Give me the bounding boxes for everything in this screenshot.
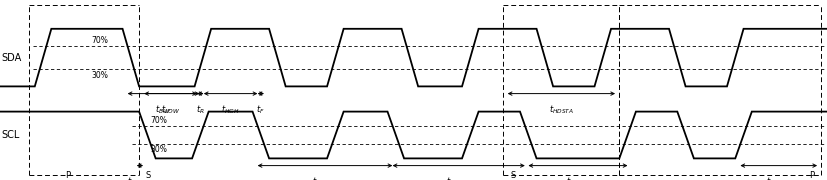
Text: $t_{HGH}$: $t_{HGH}$	[221, 103, 240, 116]
Text: 30%: 30%	[91, 71, 108, 80]
Text: $t_F$: $t_F$	[256, 103, 265, 116]
Text: S: S	[509, 171, 514, 180]
Text: $t_{SUDAT}$: $t_{SUDAT}$	[445, 176, 471, 180]
Text: $t_{BUF}$: $t_{BUF}$	[155, 103, 172, 116]
Text: S: S	[146, 171, 151, 180]
Text: P: P	[65, 171, 69, 180]
Text: $t_{LOW}$: $t_{LOW}$	[160, 103, 180, 116]
Text: 70%: 70%	[151, 116, 167, 125]
Text: $t_{HDSTA}$: $t_{HDSTA}$	[548, 103, 573, 116]
Text: SCL: SCL	[2, 130, 20, 140]
Text: SDA: SDA	[2, 53, 22, 63]
Text: P: P	[808, 171, 813, 180]
Text: 30%: 30%	[151, 145, 167, 154]
Text: $t_{SUSTO}$: $t_{SUSTO}$	[765, 176, 791, 180]
Text: $t_R$: $t_R$	[196, 103, 204, 116]
Text: $t_{SUSTA}$: $t_{SUSTA}$	[565, 176, 590, 180]
Text: 70%: 70%	[91, 36, 108, 45]
Text: $t_{HDDAT}$: $t_{HDDAT}$	[311, 176, 338, 180]
Text: $t_{HDSTA}$: $t_{HDSTA}$	[127, 176, 152, 180]
